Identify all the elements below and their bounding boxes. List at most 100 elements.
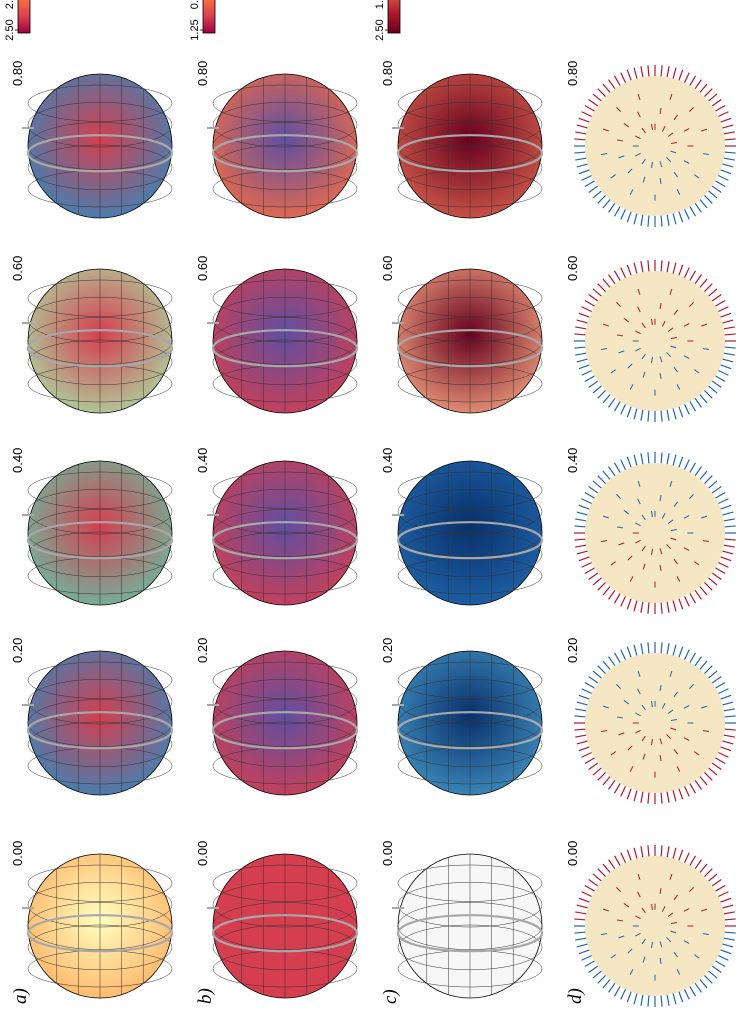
- vector-arrow: [637, 670, 641, 677]
- sphere-panel: 0.00: [10, 841, 174, 999]
- vector-arrow: [613, 855, 622, 868]
- vector-arrow: [584, 681, 597, 690]
- vector-arrow: [578, 897, 592, 904]
- vector-arrow: [688, 591, 697, 604]
- vector-arrow: [640, 992, 644, 1006]
- vector-arrow: [610, 954, 616, 959]
- vector-arrow: [600, 933, 608, 936]
- vector-arrow: [698, 660, 708, 672]
- vector-arrow: [588, 184, 600, 193]
- colorbar-gradient: [17, 0, 31, 34]
- vector-arrow: [633, 788, 638, 802]
- vector-arrow: [633, 598, 638, 612]
- vector-arrow: [651, 318, 653, 326]
- vector-arrow: [647, 408, 650, 422]
- vector-arrow: [588, 379, 600, 388]
- vector-arrow: [672, 262, 677, 276]
- vector-arrow: [702, 665, 713, 676]
- rotation-ring: [211, 711, 359, 750]
- vector-arrow: [651, 510, 653, 518]
- vector-arrow: [584, 179, 597, 188]
- vector-arrow: [698, 584, 708, 596]
- vector-arrow: [613, 399, 622, 412]
- vector-arrow: [718, 312, 732, 319]
- vector-arrow: [620, 987, 627, 1000]
- vector-arrow: [661, 320, 666, 327]
- vector-arrow: [706, 969, 718, 979]
- vector-arrow: [640, 789, 644, 803]
- vector-arrow: [651, 123, 653, 131]
- vector-arrow: [688, 204, 697, 217]
- vector-arrow: [698, 470, 708, 482]
- vector-arrow: [597, 665, 608, 676]
- colorbar-gradient: [387, 0, 401, 34]
- vector-arrow: [710, 571, 722, 580]
- vector-arrow: [706, 384, 718, 394]
- vector-arrow: [575, 352, 589, 356]
- vector-arrow: [688, 75, 697, 88]
- vector-arrow: [683, 908, 690, 912]
- vector-arrow: [706, 576, 718, 586]
- time-label: 0.60: [195, 256, 210, 281]
- vector-arrow: [689, 107, 694, 112]
- vector-arrow: [716, 369, 729, 376]
- vector-arrow: [633, 262, 638, 276]
- vector-arrow: [620, 267, 627, 280]
- vector-arrow: [623, 123, 630, 128]
- vector-arrow: [626, 264, 633, 278]
- vector-arrow: [666, 937, 672, 943]
- vector-arrow: [683, 737, 690, 741]
- vector-arrow: [721, 157, 735, 161]
- vector-arrow: [620, 784, 627, 797]
- vector-arrow: [588, 571, 600, 580]
- sphere-panel: 0.60: [380, 256, 544, 414]
- sphere-panel: 0.40: [380, 448, 544, 606]
- vector-arrow: [637, 111, 641, 118]
- vector-arrow: [616, 494, 621, 499]
- vector-arrow: [575, 911, 589, 915]
- vector-arrow: [720, 740, 734, 745]
- vector-arrow: [683, 940, 690, 944]
- vector-arrow: [610, 561, 616, 566]
- vector-arrow: [721, 937, 735, 941]
- vector-arrow: [602, 705, 609, 709]
- vector-arrow: [581, 751, 594, 758]
- vector-arrow: [706, 189, 718, 199]
- vector-arrow: [718, 694, 732, 701]
- vector-arrow: [713, 566, 726, 575]
- vector-arrow: [677, 989, 684, 1003]
- vector-arrow: [578, 117, 592, 124]
- vector-arrow: [633, 991, 638, 1005]
- colorbar-tick-label: 2.50: [374, 19, 386, 40]
- vector-arrow: [669, 93, 673, 100]
- time-label: 0.60: [380, 256, 395, 281]
- vector-arrow: [693, 274, 702, 286]
- vector-arrow: [576, 904, 590, 909]
- vector-arrow: [641, 353, 646, 360]
- vector-arrow: [683, 267, 690, 280]
- vector-arrow: [613, 781, 622, 794]
- vector-arrow: [693, 778, 702, 790]
- vector-arrow: [626, 209, 633, 223]
- vector-arrow: [670, 922, 678, 924]
- vector-arrow: [659, 564, 662, 572]
- vector-arrow: [575, 734, 589, 738]
- vector-arrow: [698, 278, 708, 290]
- vector-arrow: [640, 599, 644, 613]
- vector-arrow: [670, 150, 677, 154]
- vector-arrow: [602, 977, 612, 989]
- vector-arrow: [584, 566, 597, 575]
- row-b: 1.250.950.650.350.05 b)0.000.200.400.600…: [189, 0, 359, 1004]
- vector-arrow: [677, 786, 684, 800]
- vector-arrow: [694, 561, 700, 566]
- rotation-ring: [211, 329, 359, 368]
- vector-arrow: [613, 204, 622, 217]
- vector-arrow: [694, 174, 700, 179]
- vector-arrow: [637, 93, 641, 100]
- vector-arrow: [574, 333, 588, 336]
- vector-arrow: [588, 294, 600, 303]
- vector-arrow: [667, 519, 674, 524]
- vector-arrow: [610, 174, 616, 179]
- vector-arrow: [626, 786, 633, 800]
- vector-arrow: [661, 512, 666, 519]
